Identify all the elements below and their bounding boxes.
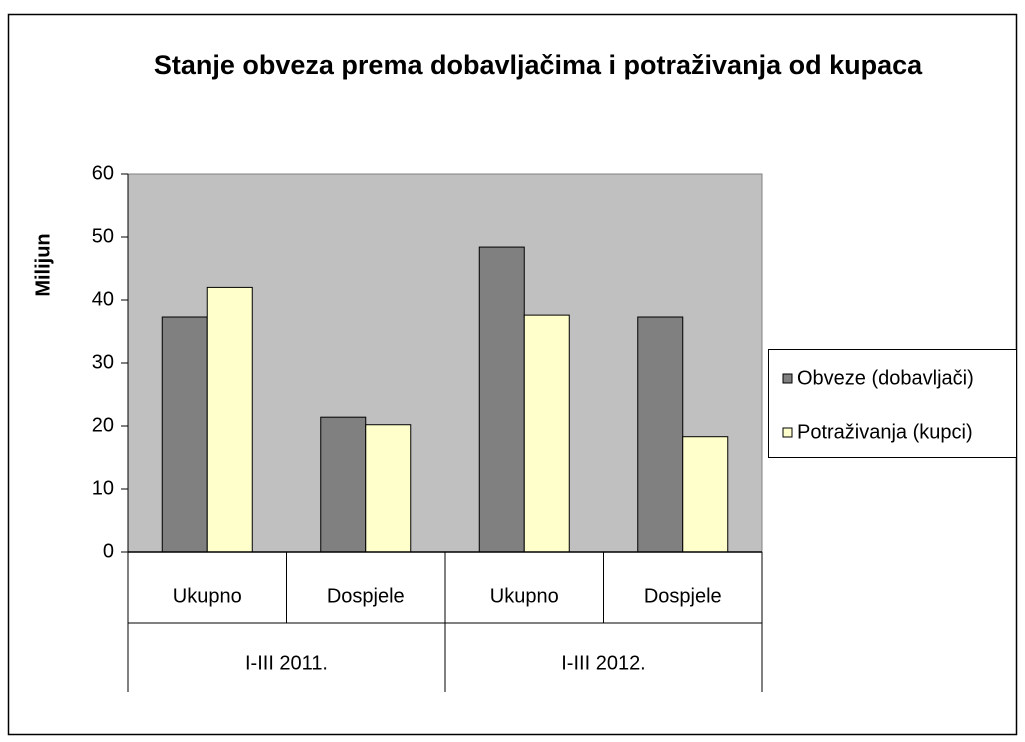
y-axis-label: Milijun bbox=[32, 233, 54, 296]
x-tick-label: Dospjele bbox=[644, 585, 722, 607]
group-label: I-III 2011. bbox=[245, 652, 328, 674]
bar bbox=[206, 286, 253, 553]
bar bbox=[637, 316, 684, 553]
chart-title: Stanje obveza prema dobavljačima i potra… bbox=[153, 50, 923, 80]
bar bbox=[161, 316, 208, 553]
legend-swatch bbox=[782, 373, 793, 384]
bar bbox=[682, 436, 729, 553]
y-tick-label: 40 bbox=[92, 288, 114, 310]
legend-label: Obveze (dobavljači) bbox=[797, 367, 974, 389]
x-tick-label: Ukupno bbox=[173, 585, 242, 607]
legend-label: Potraživanja (kupci) bbox=[797, 421, 973, 443]
x-tick-label: Dospjele bbox=[327, 585, 405, 607]
bar bbox=[523, 314, 570, 553]
legend-swatch bbox=[782, 427, 793, 438]
y-tick-label: 0 bbox=[103, 540, 114, 562]
bar bbox=[478, 246, 525, 553]
x-tick-label: Ukupno bbox=[490, 585, 559, 607]
y-tick-label: 20 bbox=[92, 414, 114, 436]
y-tick-label: 60 bbox=[92, 162, 114, 184]
bar bbox=[365, 424, 412, 553]
bar bbox=[320, 416, 367, 553]
group-label: I-III 2012. bbox=[561, 652, 646, 674]
y-tick-label: 10 bbox=[92, 477, 114, 499]
legend bbox=[768, 349, 1017, 458]
y-tick-label: 50 bbox=[92, 225, 114, 247]
y-tick-label: 30 bbox=[92, 351, 114, 373]
